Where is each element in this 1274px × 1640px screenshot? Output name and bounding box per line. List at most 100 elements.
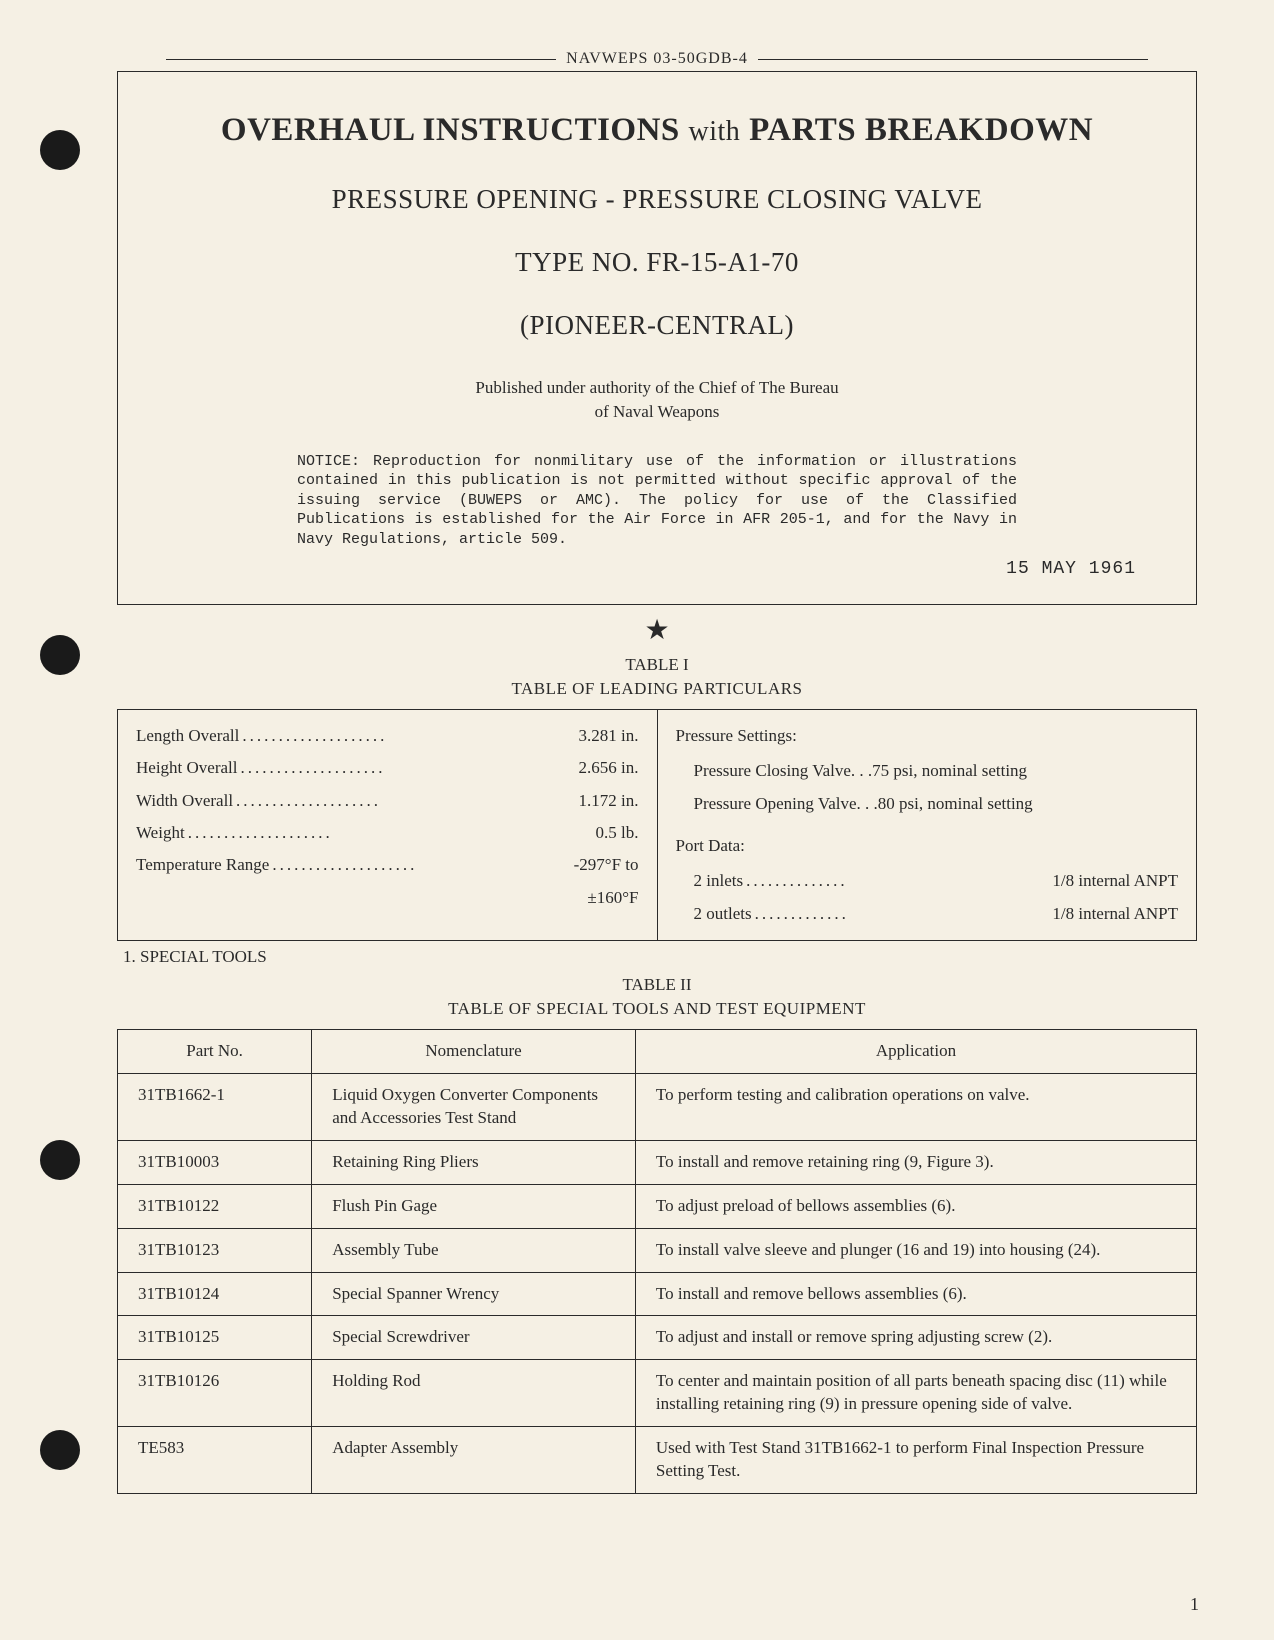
table1-row: Weight....................0.5 lb. [136, 817, 639, 849]
authority-statement: Published under authority of the Chief o… [178, 376, 1136, 424]
cell-part-no: 31TB10122 [118, 1184, 312, 1228]
particular-value: 2.656 in. [579, 752, 639, 784]
cell-application: To perform testing and calibration opera… [635, 1073, 1196, 1140]
table1-right-column: Pressure Settings: Pressure Closing Valv… [658, 710, 1197, 940]
cell-part-no: 31TB10123 [118, 1228, 312, 1272]
cell-nomenclature: Flush Pin Gage [312, 1184, 636, 1228]
pressure-closing-value: 75 psi, nominal setting [872, 755, 1027, 787]
star-divider: ★ [117, 613, 1197, 647]
section-1-heading: 1. SPECIAL TOOLS [123, 947, 1197, 967]
cell-nomenclature: Special Screwdriver [312, 1316, 636, 1360]
type-number: TYPE NO. FR-15-A1-70 [178, 247, 1136, 278]
cell-application: To install and remove retaining ring (9,… [635, 1140, 1196, 1184]
binder-hole [40, 1140, 80, 1180]
outlets-label: 2 outlets [694, 898, 752, 930]
cell-nomenclature: Retaining Ring Pliers [312, 1140, 636, 1184]
cell-part-no: 31TB10003 [118, 1140, 312, 1184]
document-id: NAVWEPS 03-50GDB-4 [566, 50, 748, 68]
particular-label: Weight [136, 817, 185, 849]
cell-application: To adjust and install or remove spring a… [635, 1316, 1196, 1360]
dots: . . . [857, 788, 878, 820]
particular-label: Width Overall [136, 785, 233, 817]
cell-nomenclature: Special Spanner Wrency [312, 1272, 636, 1316]
temp-range-value2: ±160°F [587, 882, 638, 914]
pressure-opening-value: 80 psi, nominal setting [878, 788, 1033, 820]
publication-date: 15 MAY 1961 [178, 559, 1136, 579]
inlets-value: 1/8 internal ANPT [1052, 865, 1178, 897]
cell-application: To install valve sleeve and plunger (16 … [635, 1228, 1196, 1272]
notice-text: NOTICE: Reproduction for nonmilitary use… [297, 452, 1017, 550]
table-row: 31TB10124Special Spanner WrencyTo instal… [118, 1272, 1197, 1316]
particular-value: 3.281 in. [579, 720, 639, 752]
cell-nomenclature: Adapter Assembly [312, 1427, 636, 1494]
port-data-head: Port Data: [676, 830, 1179, 862]
dots: .............. [743, 865, 1052, 897]
cell-nomenclature: Holding Rod [312, 1360, 636, 1427]
binder-hole [40, 1430, 80, 1470]
cell-part-no: 31TB10124 [118, 1272, 312, 1316]
pressure-opening-label: Pressure Opening Valve [694, 788, 857, 820]
table-row: 31TB10126Holding RodTo center and mainta… [118, 1360, 1197, 1427]
table1-row: Width Overall....................1.172 i… [136, 785, 639, 817]
particular-value: -297°F to [574, 849, 639, 881]
table2: Part No. Nomenclature Application 31TB16… [117, 1029, 1197, 1494]
dots: .................... [185, 817, 596, 849]
cell-application: To center and maintain position of all p… [635, 1360, 1196, 1427]
table2-header-row: Part No. Nomenclature Application [118, 1029, 1197, 1073]
col-nomenclature-header: Nomenclature [312, 1029, 636, 1073]
subtitle: PRESSURE OPENING - PRESSURE CLOSING VALV… [178, 184, 1136, 215]
table-row: 31TB10003Retaining Ring PliersTo install… [118, 1140, 1197, 1184]
authority-line1: Published under authority of the Chief o… [475, 378, 838, 397]
title-block: OVERHAUL INSTRUCTIONS with PARTS BREAKDO… [117, 71, 1197, 605]
pressure-settings-head: Pressure Settings: [676, 720, 1179, 752]
binder-hole [40, 130, 80, 170]
cell-application: Used with Test Stand 31TB1662-1 to perfo… [635, 1427, 1196, 1494]
main-title-with: with [689, 116, 741, 147]
table1-title: TABLE OF LEADING PARTICULARS [117, 679, 1197, 699]
company-name: (PIONEER-CENTRAL) [178, 310, 1136, 341]
col-part-header: Part No. [118, 1029, 312, 1073]
table2-title: TABLE OF SPECIAL TOOLS AND TEST EQUIPMEN… [117, 999, 1197, 1019]
dots: .................... [233, 785, 578, 817]
table1: Length Overall....................3.281 … [117, 709, 1197, 941]
dots: .................... [239, 720, 578, 752]
cell-part-no: 31TB10126 [118, 1360, 312, 1427]
table1-row: Length Overall....................3.281 … [136, 720, 639, 752]
authority-line2: of Naval Weapons [595, 402, 720, 421]
main-title-part1: OVERHAUL INSTRUCTIONS [221, 112, 680, 148]
cell-part-no: TE583 [118, 1427, 312, 1494]
dots: .................... [238, 752, 579, 784]
dots: .................... [269, 849, 573, 881]
particular-value: 1.172 in. [579, 785, 639, 817]
table2-label: TABLE II [117, 975, 1197, 995]
particular-label: Length Overall [136, 720, 239, 752]
main-title-part2: PARTS BREAKDOWN [749, 112, 1093, 148]
outlets-value: 1/8 internal ANPT [1052, 898, 1178, 930]
document-id-header: NAVWEPS 03-50GDB-4 [117, 50, 1197, 68]
cell-application: To adjust preload of bellows assemblies … [635, 1184, 1196, 1228]
page-number: 1 [1190, 1594, 1199, 1615]
cell-part-no: 31TB10125 [118, 1316, 312, 1360]
table1-label: TABLE I [117, 655, 1197, 675]
table-row: 31TB1662-1Liquid Oxygen Converter Compon… [118, 1073, 1197, 1140]
particular-label: Height Overall [136, 752, 238, 784]
binder-hole [40, 635, 80, 675]
table-row: TE583Adapter AssemblyUsed with Test Stan… [118, 1427, 1197, 1494]
dots: . . . [851, 755, 872, 787]
cell-part-no: 31TB1662-1 [118, 1073, 312, 1140]
particular-value: 0.5 lb. [596, 817, 639, 849]
table-row: 31TB10125Special ScrewdriverTo adjust an… [118, 1316, 1197, 1360]
inlets-label: 2 inlets [694, 865, 744, 897]
table1-row: Height Overall....................2.656 … [136, 752, 639, 784]
table-row: 31TB10123Assembly TubeTo install valve s… [118, 1228, 1197, 1272]
col-application-header: Application [635, 1029, 1196, 1073]
cell-nomenclature: Assembly Tube [312, 1228, 636, 1272]
table1-row: Temperature Range....................-29… [136, 849, 639, 881]
cell-nomenclature: Liquid Oxygen Converter Components and A… [312, 1073, 636, 1140]
table1-left-column: Length Overall....................3.281 … [118, 710, 658, 940]
table-row: 31TB10122Flush Pin GageTo adjust preload… [118, 1184, 1197, 1228]
temp-range-line2: ±160°F [136, 882, 639, 914]
particular-label: Temperature Range [136, 849, 269, 881]
main-title: OVERHAUL INSTRUCTIONS with PARTS BREAKDO… [178, 112, 1136, 149]
cell-application: To install and remove bellows assemblies… [635, 1272, 1196, 1316]
